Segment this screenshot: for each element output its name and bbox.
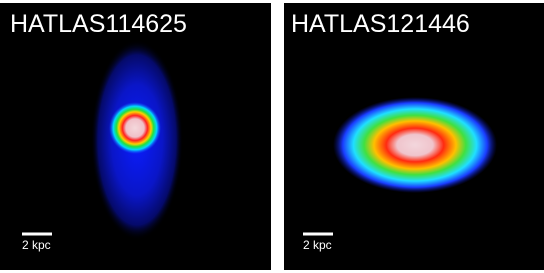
- panel-title: HATLAS114625: [10, 10, 187, 38]
- scale-label: 2 kpc: [22, 238, 51, 252]
- scale-label: 2 kpc: [303, 238, 332, 252]
- figure: HATLAS114625 2 kpc HATLAS121446 2 kpc: [0, 0, 544, 273]
- galaxy-disk: [333, 97, 497, 193]
- galaxy-core: [109, 102, 161, 154]
- panel-title: HATLAS121446: [291, 10, 470, 38]
- page: {"panels": [{"title": "HATLAS114625", "s…: [0, 0, 544, 273]
